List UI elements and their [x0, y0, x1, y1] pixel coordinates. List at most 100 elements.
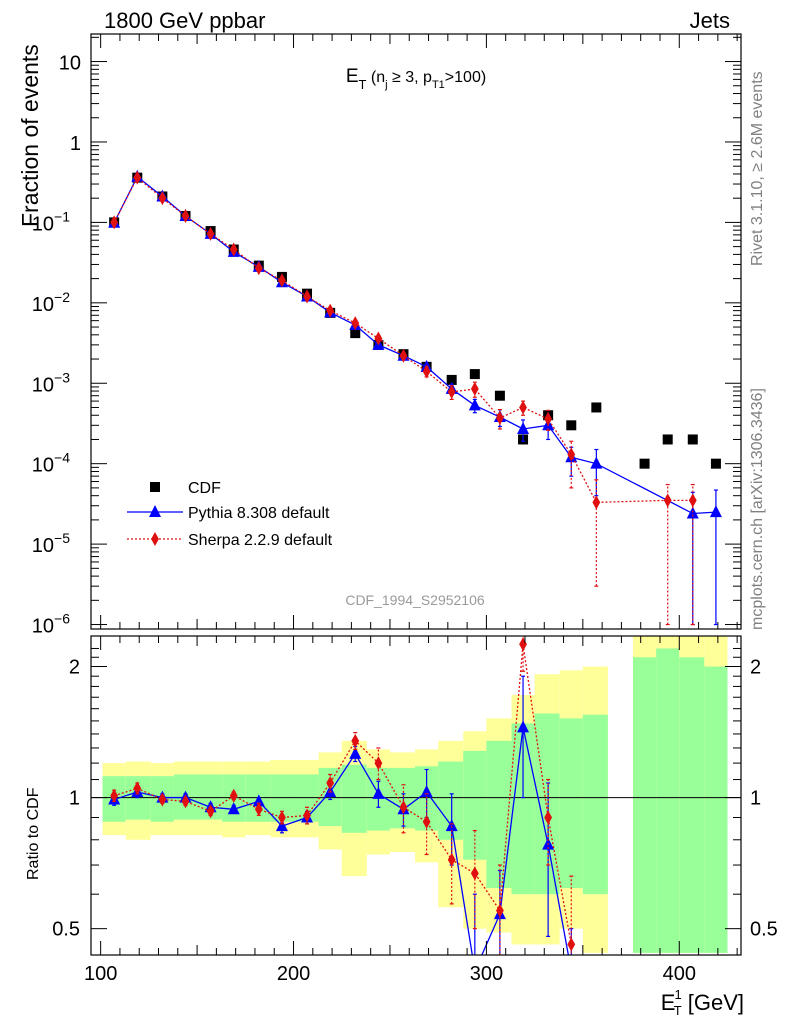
data-point-diamond	[158, 792, 167, 807]
data-point-diamond	[133, 781, 142, 796]
data-point-diamond	[303, 808, 311, 823]
data-point-diamond	[422, 814, 431, 829]
green-band	[704, 666, 728, 953]
y-tick-label: 10	[59, 53, 81, 75]
series-line	[113, 175, 716, 515]
data-point-triangle	[517, 421, 530, 434]
y-tick-label: 1	[70, 133, 81, 155]
data-point-square	[710, 458, 721, 469]
x-tick-label: 100	[84, 963, 117, 985]
data-point-square	[566, 420, 577, 431]
x-tick-label: 200	[277, 963, 310, 985]
data-point-diamond	[470, 381, 479, 396]
green-band	[389, 767, 416, 829]
data-point-diamond	[567, 447, 576, 462]
data-point-square	[662, 434, 673, 445]
data-point-diamond	[519, 637, 527, 652]
green-band	[534, 713, 560, 895]
data-point-diamond	[470, 866, 479, 881]
data-point-diamond	[278, 273, 286, 288]
top-y-axis-label: Fraction of events	[17, 44, 43, 227]
green-band	[341, 764, 367, 833]
ratio-line	[113, 644, 572, 945]
data-point-square	[446, 374, 457, 385]
ratio-y-tick-label-left: 1	[69, 788, 80, 810]
top-series-layer	[108, 169, 722, 626]
top-panel-frame	[90, 33, 742, 630]
green-band	[463, 750, 487, 860]
data-point-diamond	[351, 316, 360, 331]
data-point-diamond	[422, 364, 431, 379]
green-band	[582, 714, 608, 895]
data-point-square	[469, 369, 480, 380]
data-point-diamond	[496, 903, 504, 918]
data-point-diamond	[496, 410, 504, 425]
green-band	[270, 774, 294, 822]
data-point-square	[494, 390, 505, 401]
data-point-triangle	[372, 786, 385, 799]
data-point-square	[150, 482, 160, 492]
data-point-diamond	[303, 289, 311, 304]
data-point-square	[350, 328, 361, 339]
legend-label: CDF	[188, 480, 221, 497]
data-point-triangle	[227, 802, 240, 815]
main-distribution-panel: 10 1 10−1 10−2 10−3 10−4 10−5 10−6 ET (nj ≥ 3, …	[32, 33, 742, 638]
y-tick-label: 10−1	[32, 208, 70, 235]
green-band	[656, 648, 680, 953]
data-point-diamond	[374, 756, 383, 771]
ratio-y-axis-label: Ratio to CDF	[25, 787, 42, 880]
data-point-diamond	[399, 800, 408, 815]
legend: CDF Pythia 8.308 default Sherpa 2.2.9 defa…	[127, 480, 333, 549]
data-point-diamond	[151, 532, 159, 546]
rivet-version-label: Rivet 3.1.10, ≥ 2.6M events	[749, 71, 766, 266]
x-tick-label: 300	[470, 963, 503, 985]
data-point-diamond	[181, 209, 190, 224]
analysis-watermark: CDF_1994_S2952106	[345, 592, 485, 608]
data-point-diamond	[206, 226, 215, 241]
data-point-diamond	[447, 384, 456, 399]
data-point-triangle	[517, 720, 530, 733]
data-point-diamond	[181, 794, 190, 809]
green-band	[679, 657, 705, 953]
data-point-diamond	[254, 261, 263, 276]
ratio-y-tick-labels: 0.5 0.5 1 1 2 2	[52, 656, 778, 940]
data-point-square	[591, 402, 602, 413]
data-point-diamond	[519, 400, 527, 415]
ratio-y-tick-label-right: 1	[750, 788, 761, 810]
data-point-diamond	[229, 242, 238, 257]
data-point-triangle	[275, 819, 288, 832]
data-point-diamond	[592, 495, 601, 510]
data-point-square	[639, 458, 650, 469]
data-point-diamond	[544, 411, 553, 426]
y-tick-label: 10−4	[32, 450, 70, 477]
ratio-y-tick-label-left: 0.5	[52, 919, 80, 941]
y-tick-label: 10−2	[32, 289, 70, 316]
data-point-triangle	[709, 505, 722, 518]
data-point-triangle	[445, 819, 458, 832]
top-axis-ticks	[91, 34, 741, 629]
header-right-label: Jets	[690, 8, 730, 33]
data-point-diamond	[567, 937, 576, 952]
ratio-y-tick-label-right: 0.5	[750, 919, 778, 941]
x-axis-label: E1 T [GeV]	[661, 987, 744, 1018]
data-point-diamond	[688, 493, 697, 508]
data-point-diamond	[229, 788, 238, 803]
y-tick-label: 10−5	[32, 530, 70, 557]
data-point-diamond	[544, 810, 553, 825]
data-point-triangle	[252, 794, 265, 807]
uncertainty-bands	[102, 636, 728, 953]
ratio-y-tick-label-left: 2	[69, 656, 80, 678]
top-y-tick-labels: 10 1 10−1 10−2 10−3 10−4 10−5 10−6	[32, 53, 81, 638]
data-point-diamond	[663, 493, 672, 508]
green-band	[511, 723, 535, 895]
data-point-diamond	[399, 348, 408, 363]
legend-label: Sherpa 2.2.9 default	[188, 532, 333, 549]
data-point-diamond	[326, 776, 335, 791]
data-point-diamond	[326, 303, 335, 318]
data-point-diamond	[206, 804, 215, 819]
data-point-diamond	[133, 170, 142, 185]
data-point-diamond	[158, 191, 167, 206]
legend-label: Pythia 8.308 default	[188, 505, 330, 522]
ratio-panel: 0.5 0.5 1 1 2 2 100 200 300 400	[52, 635, 778, 985]
